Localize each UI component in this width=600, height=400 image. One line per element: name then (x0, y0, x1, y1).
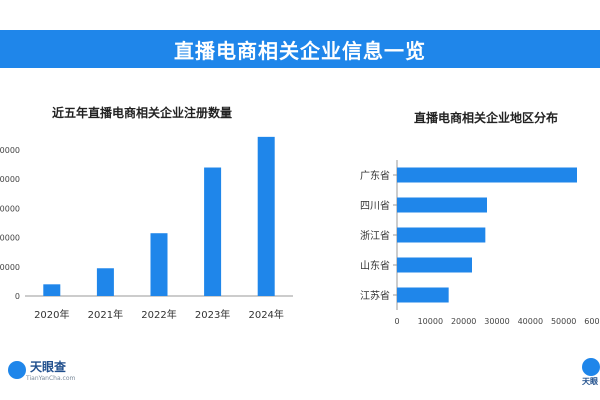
x-tick-label: 30000 (484, 317, 509, 326)
x-tick-label: 60000 (584, 317, 600, 326)
registration-bar-chart: 0 10000 20000 30000 40000 50000 2020年 2021年 2022… (0, 136, 293, 321)
y-tick-label: 0 (15, 292, 20, 301)
x-tick-label: 50000 (551, 317, 576, 326)
y-tick-label: 20000 (0, 234, 20, 243)
x-tick-label: 20000 (451, 317, 476, 326)
bar-2024年 (257, 136, 275, 296)
x-tick-label: 40000 (518, 317, 543, 326)
x-tick-label: 2023年 (195, 308, 230, 321)
bar-江苏省 (397, 287, 449, 303)
x-tick-label: 2021年 (88, 308, 123, 321)
bar-2023年 (204, 167, 222, 296)
bar-2021年 (96, 268, 114, 296)
y-tick-label: 山东省 (360, 259, 390, 272)
y-tick-label: 40000 (0, 175, 20, 184)
page-title: 直播电商相关企业信息一览 (174, 38, 426, 63)
brand-logo-right: 天眼 (582, 358, 600, 387)
y-tick-label: 10000 (0, 263, 20, 272)
y-tick-label: 广东省 (360, 169, 390, 182)
x-tick-label: 0 (394, 317, 399, 326)
brand-url: TianYanCha.com (26, 375, 76, 382)
bar-四川省 (397, 197, 487, 213)
brand-logo: 天眼查 TianYanCha.com (8, 358, 75, 382)
bar-2022年 (150, 233, 168, 296)
hbar-chart-title: 直播电商相关企业地区分布 (414, 111, 559, 125)
y-tick-label: 四川省 (360, 199, 390, 212)
bar-山东省 (397, 257, 472, 273)
x-tick-label: 10000 (418, 317, 443, 326)
page-banner: 直播电商相关企业信息一览 (0, 30, 600, 68)
y-tick-label: 江苏省 (360, 289, 390, 302)
bar-2020年 (43, 284, 61, 296)
tianyancha-logo-icon (8, 361, 26, 379)
bar-广东省 (397, 167, 577, 183)
brand-name-right: 天眼 (582, 377, 598, 386)
tianyancha-logo-icon-right (582, 358, 600, 376)
y-tick-label: 浙江省 (360, 229, 390, 242)
y-tick-label: 50000 (0, 146, 20, 155)
bar-chart-title: 近五年直播电商相关企业注册数量 (52, 106, 233, 120)
x-tick-label: 2024年 (248, 308, 283, 321)
y-tick-label: 30000 (0, 204, 20, 213)
x-tick-label: 2020年 (34, 308, 69, 321)
x-tick-label: 2022年 (141, 308, 176, 321)
brand-name: 天眼查 (30, 360, 67, 374)
bar-浙江省 (397, 227, 486, 243)
